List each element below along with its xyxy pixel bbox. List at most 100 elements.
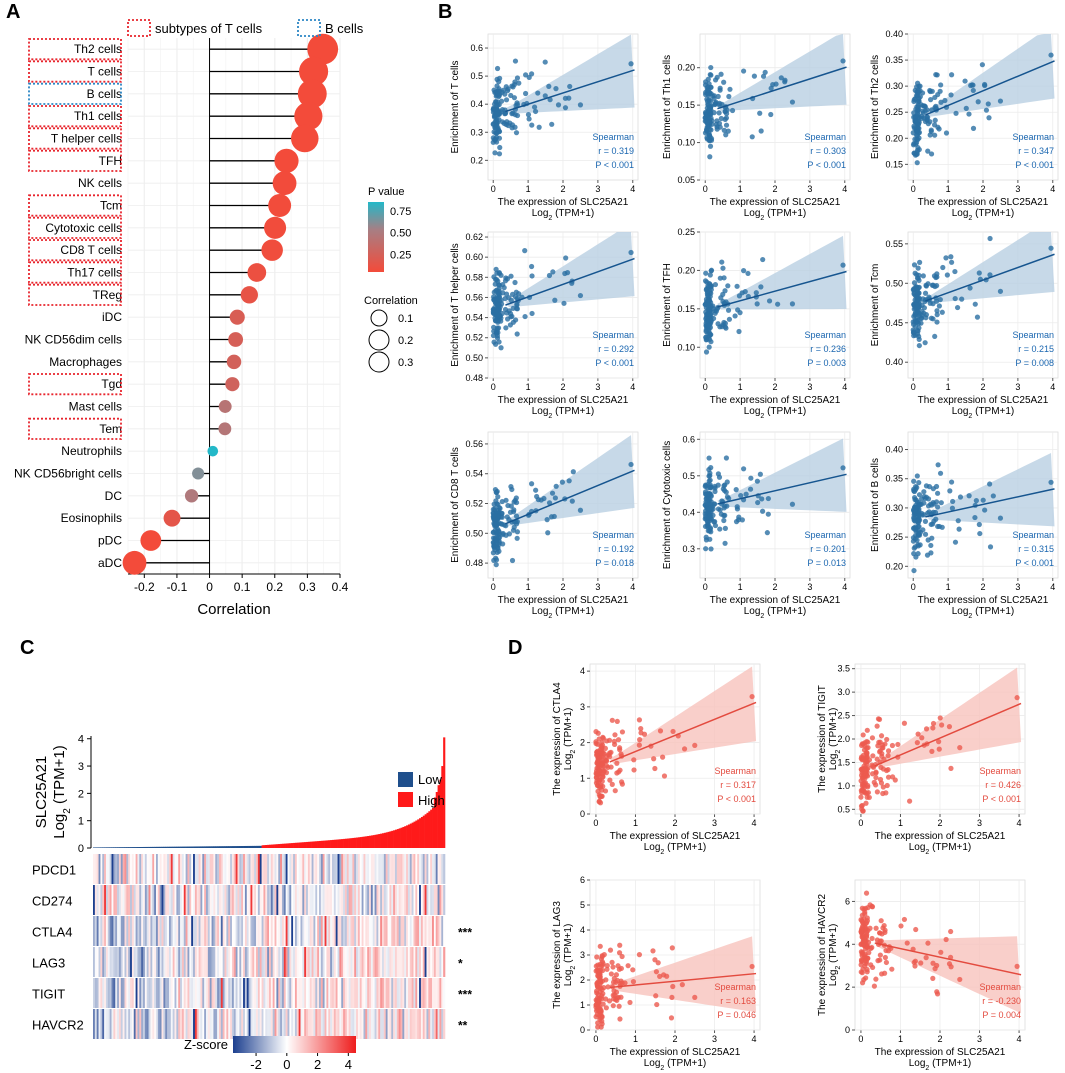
- scatter-point: [858, 794, 864, 800]
- heatmap-cell: [96, 978, 99, 1008]
- heatmap-cell: [206, 854, 209, 884]
- scatter-point: [494, 277, 500, 283]
- bar: [435, 792, 438, 848]
- heatmap-cell: [346, 854, 349, 884]
- scatter-point: [714, 118, 720, 124]
- scatter-point: [552, 297, 558, 303]
- heatmap-cell: [257, 947, 261, 977]
- heatmap-cell: [143, 916, 146, 946]
- scatter-point: [718, 511, 724, 517]
- scatter-point: [880, 784, 886, 790]
- lollipop-dot: [272, 171, 297, 196]
- bar: [302, 842, 305, 848]
- heatmap-cell: [107, 947, 110, 977]
- heatmap-cell: [265, 885, 268, 915]
- category-label: Neutrophils: [61, 444, 122, 458]
- heatmap-cell: [287, 1009, 290, 1039]
- scatter-point: [759, 508, 766, 514]
- heatmap-cell: [115, 1009, 118, 1039]
- regression-line: [609, 972, 757, 989]
- heatmap-cell: [148, 916, 151, 946]
- scatter-point: [930, 486, 936, 492]
- scatter-point: [934, 991, 941, 997]
- heatmap-cell: [107, 916, 110, 946]
- scatter-point: [545, 530, 551, 536]
- heatmap-cell: [302, 916, 305, 946]
- heatmap-cell: [419, 885, 422, 915]
- heatmap-cell: [180, 916, 183, 946]
- size-legend-label: 0.3: [398, 357, 413, 369]
- heatmap-cell: [235, 885, 238, 915]
- heatmap-cell: [406, 947, 409, 977]
- scatter-point: [938, 949, 944, 955]
- heatmap-cell: [243, 1009, 246, 1039]
- scatter-point: [858, 929, 864, 935]
- scatter-point: [495, 494, 501, 500]
- heatmap-cell: [174, 885, 177, 915]
- category-highlight-box: [28, 239, 122, 262]
- lollipop-dot: [225, 377, 240, 392]
- heatmap-cell: [139, 1009, 142, 1039]
- bar: [272, 844, 275, 848]
- bar: [383, 832, 387, 848]
- heatmap-cell: [339, 885, 342, 915]
- scatter-point: [712, 488, 718, 495]
- heatmap-cell: [226, 916, 229, 946]
- x-tick-label: 0: [911, 582, 916, 592]
- bar: [248, 845, 251, 848]
- scatter-point: [493, 139, 500, 145]
- scatter-point: [709, 93, 716, 99]
- bar: [382, 833, 385, 848]
- scatter-point: [914, 473, 920, 479]
- heatmap-cell: [248, 885, 251, 915]
- regression-line: [505, 257, 635, 306]
- heatmap-cell: [250, 1009, 253, 1039]
- heatmap-cell: [376, 885, 379, 915]
- scatter-point: [725, 128, 731, 134]
- heatmap-cell: [213, 885, 216, 915]
- bar: [378, 834, 381, 848]
- bar: [393, 830, 396, 848]
- heatmap-cell: [376, 1009, 379, 1039]
- heatmap-cell: [133, 978, 136, 1008]
- x-tick-label: 0: [593, 818, 598, 828]
- heatmap-cell: [415, 916, 418, 946]
- heatmap-cell: [102, 978, 105, 1008]
- bar: [124, 847, 127, 848]
- heatmap-cell: [337, 885, 340, 915]
- scatter-point: [901, 720, 908, 726]
- heatmap-cell: [333, 885, 336, 915]
- scatter-point: [768, 85, 774, 91]
- scatter-point: [492, 150, 498, 156]
- x-tick-label: 0.3: [299, 580, 316, 594]
- heatmap-cell: [391, 854, 394, 884]
- bar: [281, 843, 285, 848]
- heatmap-cell: [243, 947, 246, 977]
- heatmap-cell: [402, 978, 405, 1008]
- heatmap-cell: [137, 978, 140, 1008]
- heatmap-cell: [237, 885, 240, 915]
- bar: [174, 846, 177, 848]
- scatter-point: [914, 104, 920, 110]
- heatmap-cell: [191, 885, 194, 915]
- y-axis-title: Enrichment of Cytotoxic cells: [662, 441, 673, 569]
- heatmap-cell: [191, 916, 194, 946]
- heatmap-cell: [359, 885, 362, 915]
- heatmap-cell: [93, 1009, 96, 1039]
- y-tick-label: 0.30: [885, 81, 903, 91]
- scatter-point: [754, 301, 760, 307]
- x-tick-label: 4: [630, 382, 635, 392]
- x-tick-label: 4: [842, 184, 847, 194]
- y-tick-label: 0.50: [465, 528, 483, 538]
- scatter-point: [514, 100, 520, 106]
- heatmap-cell: [356, 1009, 359, 1039]
- heatmap-cell: [154, 885, 157, 915]
- scatter-point: [734, 504, 740, 510]
- heatmap-cell: [317, 854, 320, 884]
- x-axis-subtitle: Log2 (TPM+1): [952, 208, 1015, 222]
- scatter-point: [509, 486, 515, 493]
- heatmap-cell: [263, 854, 266, 884]
- heatmap-cell: [218, 947, 222, 977]
- heatmap-cell: [372, 916, 375, 946]
